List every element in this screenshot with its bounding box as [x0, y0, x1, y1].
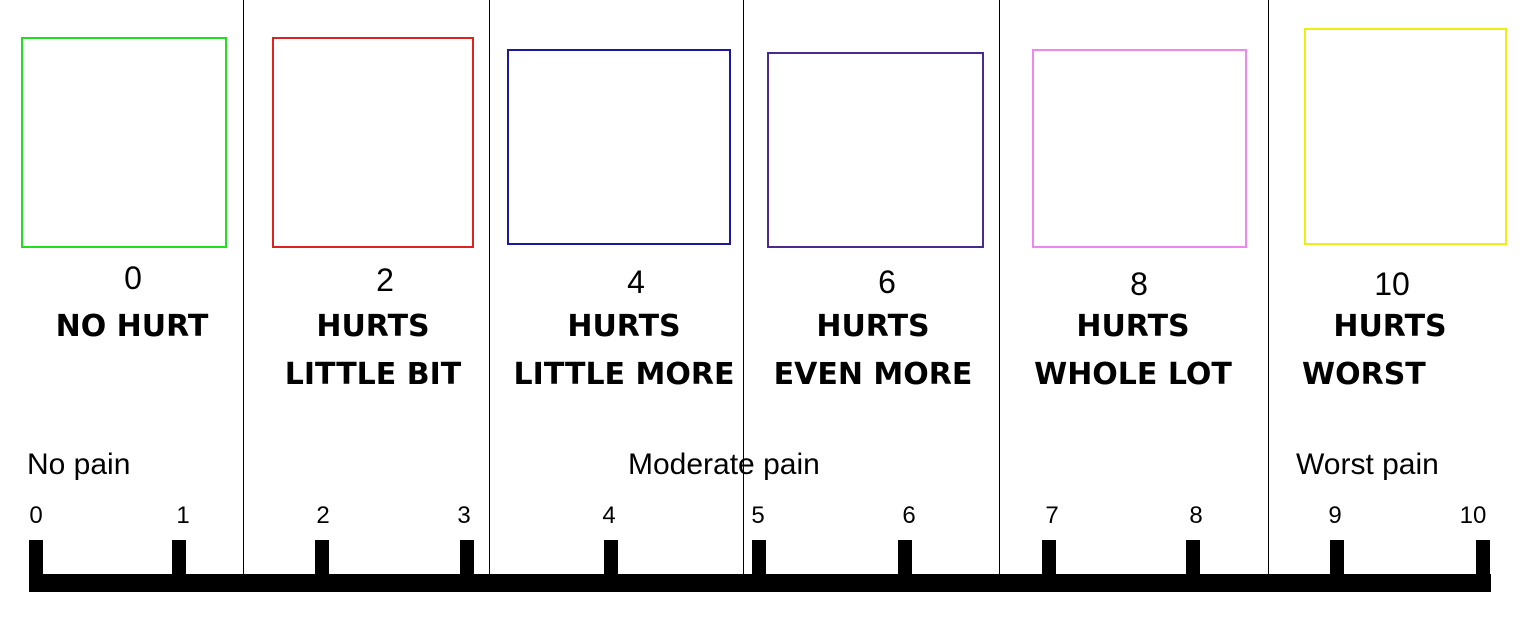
- tick-label: 6: [902, 502, 916, 529]
- column-divider: [243, 0, 244, 578]
- face-label: HURTS LITTLE MORE: [494, 303, 754, 399]
- tick-label: 2: [316, 502, 330, 529]
- face-label: HURTS WORST: [1260, 303, 1520, 399]
- face-box-0: [21, 37, 227, 248]
- face-label-line1: HURTS: [816, 309, 930, 344]
- face-label-line1: HURTS: [1333, 309, 1447, 344]
- face-label: HURTS WHOLE LOT: [1003, 303, 1263, 399]
- face-number: 8: [1130, 266, 1148, 302]
- column-divider: [999, 0, 1000, 578]
- tick-label: 4: [602, 502, 616, 529]
- face-label: NO HURT: [2, 303, 262, 351]
- face-number: 10: [1374, 266, 1410, 302]
- scale-baseline: [29, 574, 1491, 592]
- face-number: 6: [878, 264, 896, 300]
- tick-label: 0: [29, 502, 43, 529]
- region-label-no-pain: No pain: [27, 448, 131, 481]
- tick-label: 3: [457, 502, 471, 529]
- face-box-4: [507, 49, 731, 245]
- face-label-line1: HURTS: [1076, 309, 1190, 344]
- column-divider: [743, 0, 744, 578]
- face-label: HURTS EVEN MORE: [743, 303, 1003, 399]
- tick-label: 10: [1459, 502, 1487, 529]
- tick-label: 1: [176, 502, 190, 529]
- face-number: 0: [124, 260, 142, 296]
- face-label-line1: HURTS: [567, 309, 681, 344]
- tick-label: 8: [1189, 502, 1203, 529]
- face-box-2: [272, 37, 474, 248]
- face-label: HURTS LITTLE BIT: [243, 303, 503, 399]
- face-label-line2: EVEN MORE: [773, 357, 973, 392]
- tick-label: 7: [1045, 502, 1059, 529]
- face-number: 2: [376, 262, 394, 298]
- face-label-line2: WHOLE LOT: [1034, 357, 1232, 392]
- face-number: 4: [627, 264, 645, 300]
- column-divider: [1268, 0, 1269, 578]
- face-box-10: [1304, 28, 1507, 245]
- face-label-line2: LITTLE BIT: [284, 357, 462, 392]
- face-box-6: [767, 52, 984, 248]
- tick-label: 5: [751, 502, 765, 529]
- face-label-line1: NO HURT: [55, 309, 209, 344]
- tick-label: 9: [1328, 502, 1342, 529]
- region-label-moderate-pain: Moderate pain: [628, 448, 820, 481]
- face-label-line2: LITTLE MORE: [513, 357, 735, 392]
- face-box-8: [1032, 49, 1247, 248]
- face-label-line1: HURTS: [316, 309, 430, 344]
- face-label-line2: WORST: [1302, 357, 1426, 392]
- column-divider: [489, 0, 490, 578]
- region-label-worst-pain: Worst pain: [1296, 448, 1439, 481]
